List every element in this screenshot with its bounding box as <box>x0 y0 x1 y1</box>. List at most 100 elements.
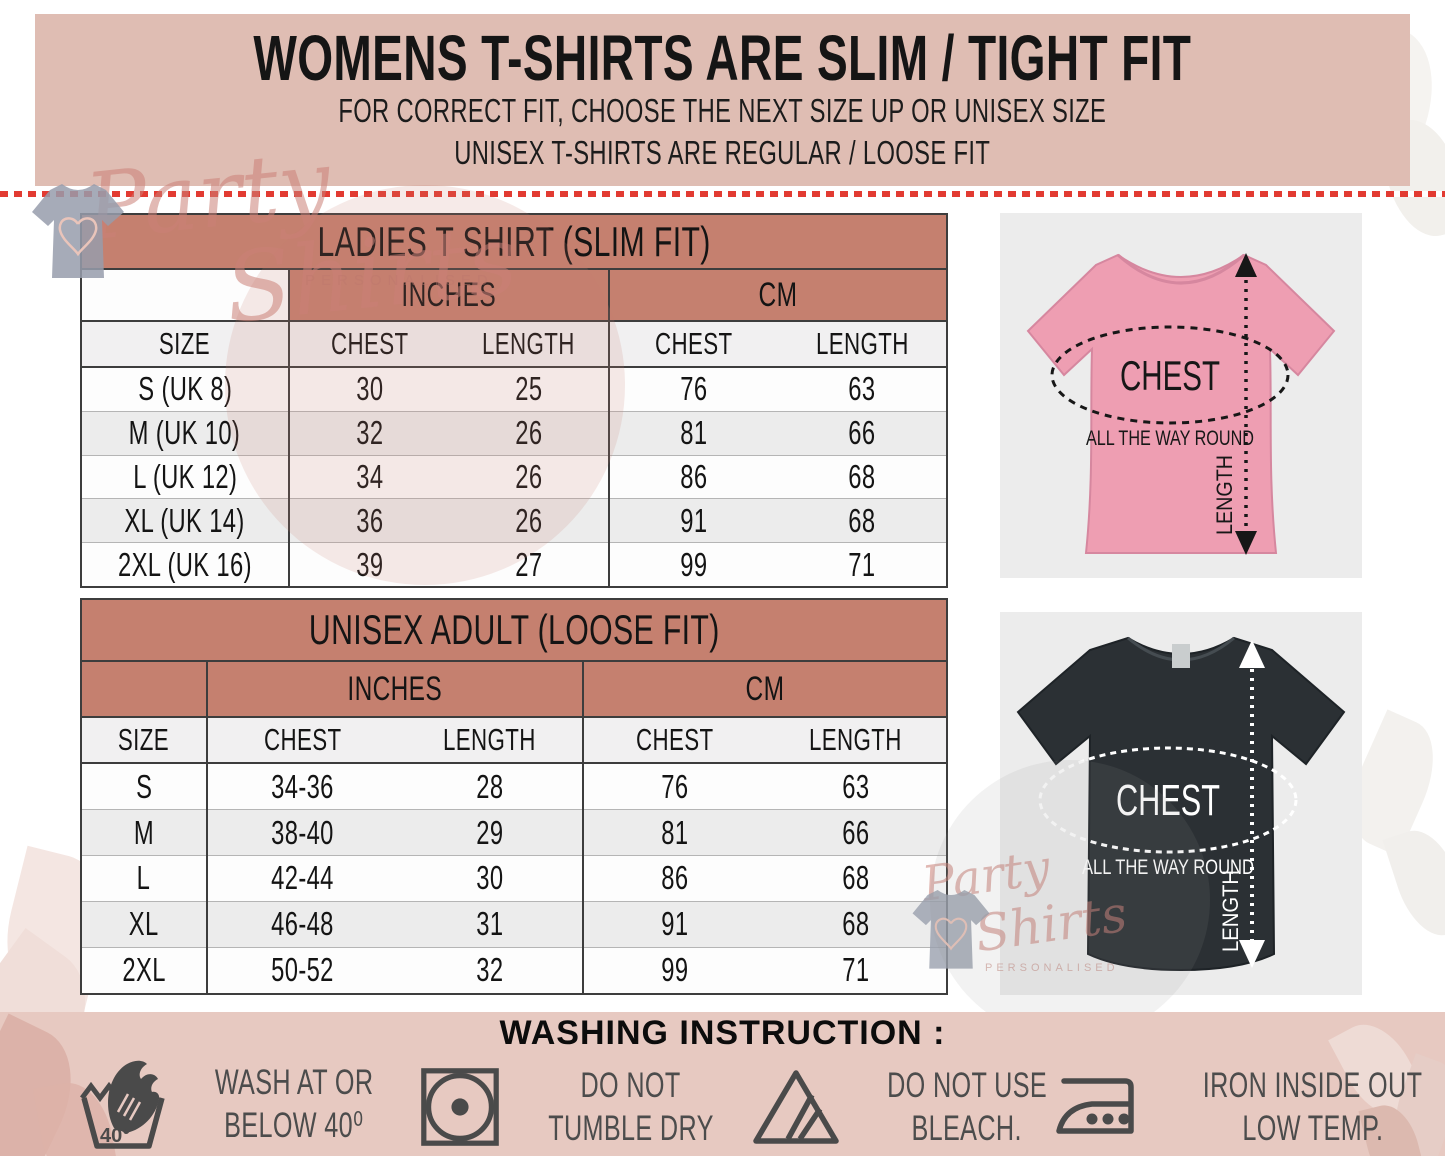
value-cell: 63 <box>778 367 947 411</box>
measurement-value: 76 <box>680 370 708 408</box>
column-header: LENGTH <box>449 320 610 368</box>
unit-group-header: INCHES <box>287 269 610 321</box>
column-header-label: LENGTH <box>443 722 537 757</box>
value-cell: 71 <box>765 946 947 994</box>
value-cell: 66 <box>765 809 947 856</box>
measurement-value: 32 <box>476 951 504 989</box>
measurement-value: 31 <box>476 905 504 943</box>
measurement-value: 32 <box>355 414 384 452</box>
value-cell: 86 <box>582 855 766 902</box>
size-cell: XL <box>81 900 207 948</box>
value-cell: 68 <box>765 900 947 948</box>
measurement-value: 30 <box>476 859 504 897</box>
value-cell: 68 <box>778 498 947 543</box>
measurement-value: 86 <box>680 457 708 495</box>
column-header-label: LENGTH <box>809 722 902 757</box>
measurement-value: 71 <box>841 951 870 989</box>
value-cell: 32 <box>287 410 450 456</box>
size-cell: 2XL <box>81 946 207 994</box>
size-cell: S (UK 8) <box>81 367 289 411</box>
wash-line-2: TUMBLE DRY <box>548 1109 714 1148</box>
measurement-value: 99 <box>680 545 708 583</box>
column-header: CHEST <box>205 716 398 764</box>
measurement-value: 39 <box>355 545 384 583</box>
wash-line-1: DO NOT USE <box>887 1066 1048 1105</box>
unisex-size-table: UNISEX ADULT (LOOSE FIT) INCHES CM SIZE CHES… <box>80 598 948 995</box>
size-cell: M (UK 10) <box>81 410 289 456</box>
value-cell: 91 <box>582 900 766 948</box>
size-table-unisex: UNISEX ADULT (LOOSE FIT) INCHES CM SIZE CHES… <box>80 598 948 995</box>
size-label: L (UK 12) <box>132 457 237 495</box>
hand-wash-icon: 40° <box>80 1060 165 1149</box>
measurement-value: 25 <box>515 370 543 408</box>
unit-group-header: CM <box>582 661 947 717</box>
table-title: LADIES T SHIRT (SLIM FIT) <box>317 217 711 265</box>
unit-group-label: INCHES <box>401 275 497 314</box>
table-row: 2XL 50-52 32 99 71 <box>81 946 947 994</box>
column-header-label: CHEST <box>655 326 733 361</box>
value-cell: 71 <box>778 542 947 587</box>
value-cell: 68 <box>765 855 947 902</box>
leaf-decoration <box>1382 821 1445 945</box>
value-cell: 91 <box>608 498 779 543</box>
size-cell: L (UK 12) <box>81 454 289 499</box>
chest-measure-ellipse <box>1050 325 1290 425</box>
table-title-cell: UNISEX ADULT (LOOSE FIT) <box>81 599 947 662</box>
wash-item-text: WASH AT OR BELOW 40⁰ <box>184 1061 404 1147</box>
column-header-label: SIZE <box>118 722 170 757</box>
ladies-size-table: LADIES T SHIRT (SLIM FIT) INCHES CM SIZE CHE… <box>80 213 948 588</box>
measurement-value: 38-40 <box>271 813 334 851</box>
column-header: CHEST <box>582 716 766 764</box>
ladies-shirt-diagram: CHEST ALL THE WAY ROUND LENGTH <box>1026 253 1336 555</box>
table-row: M 38-40 29 81 66 <box>81 809 947 856</box>
measurement-value: 81 <box>661 813 689 851</box>
value-cell: 46-48 <box>205 900 398 948</box>
column-header-label: LENGTH <box>815 326 909 361</box>
measurement-value: 42-44 <box>271 859 334 897</box>
measurement-value: 86 <box>661 859 689 897</box>
hand-wash-temp-label: 40° <box>100 1125 130 1147</box>
value-cell: 99 <box>582 946 766 994</box>
measurement-value: 50-52 <box>271 951 334 989</box>
value-cell: 26 <box>449 454 610 499</box>
value-cell: 81 <box>608 410 779 456</box>
corner-cell <box>81 269 289 321</box>
measurement-value: 66 <box>848 414 876 452</box>
no-tumble-dry-icon <box>421 1068 499 1146</box>
value-cell: 34-36 <box>205 763 398 810</box>
table-row: 2XL (UK 16) 39 27 99 71 <box>81 542 947 587</box>
size-label: S (UK 8) <box>137 370 232 408</box>
wash-line-2: LOW TEMP. <box>1242 1109 1383 1148</box>
table-title-cell: LADIES T SHIRT (SLIM FIT) <box>81 214 947 270</box>
wash-line-2: BELOW 40⁰ <box>224 1106 364 1145</box>
value-cell: 63 <box>765 763 947 810</box>
washing-instruction-strip: WASHING INSTRUCTION : 40° WASH AT OR BEL… <box>0 1011 1445 1156</box>
measurement-value: 71 <box>848 545 876 583</box>
chest-label: CHEST <box>1120 352 1220 399</box>
wash-item-iron-low: IRON INSIDE OUT LOW TEMP. <box>1052 1060 1445 1154</box>
measurement-value: 66 <box>841 813 870 851</box>
table-row: L 42-44 30 86 68 <box>81 855 947 902</box>
size-label: 2XL (UK 16) <box>118 545 252 583</box>
size-label: XL (UK 14) <box>124 501 246 539</box>
wash-item-hand-wash: 40° WASH AT OR BELOW 40⁰ <box>80 1054 404 1154</box>
measurement-value: 76 <box>661 767 689 805</box>
wash-line-1: DO NOT <box>580 1066 682 1105</box>
value-cell: 68 <box>778 454 947 499</box>
ladies-shirt-shape <box>1026 253 1336 554</box>
page-title: WOMENS T-SHIRTS ARE SLIM / TIGHT FIT <box>253 22 1192 94</box>
wash-line-1: IRON INSIDE OUT <box>1202 1066 1423 1105</box>
unit-group-header: CM <box>608 269 947 321</box>
column-header: LENGTH <box>397 716 584 764</box>
table-row: S (UK 8) 30 25 76 63 <box>81 367 947 412</box>
value-cell: 36 <box>287 498 450 543</box>
value-cell: 30 <box>397 855 584 902</box>
column-header: SIZE <box>81 320 289 368</box>
wash-item-text: DO NOT USE BLEACH. <box>856 1064 1078 1150</box>
unisex-shirt-shape <box>1016 636 1346 972</box>
size-cell: 2XL (UK 16) <box>81 542 289 587</box>
measurement-value: 68 <box>841 859 870 897</box>
measurement-value: 26 <box>515 457 543 495</box>
measurement-value: 99 <box>661 951 689 989</box>
measurement-value: 91 <box>661 905 689 943</box>
